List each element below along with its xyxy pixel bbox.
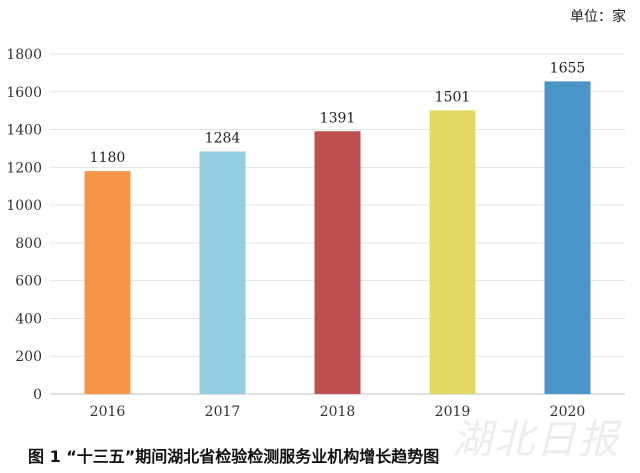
data-labels: 1180 1284 1391 1501 1655 <box>90 60 586 166</box>
bar-2017 <box>199 151 246 394</box>
x-tick-label-2019: 2019 <box>435 404 471 420</box>
bars <box>84 81 591 394</box>
x-tick-label-2020: 2020 <box>550 404 586 420</box>
y-tick-label: 400 <box>15 311 42 327</box>
x-tick-label-2017: 2017 <box>205 404 241 420</box>
data-label-2018: 1391 <box>320 110 356 126</box>
data-label-2019: 1501 <box>435 89 471 105</box>
y-axis-ticks: 0 200 400 600 800 1000 1200 1400 1600 1800 <box>6 47 42 403</box>
bar-2019 <box>429 110 476 394</box>
y-tick-label: 200 <box>15 349 42 365</box>
figure-caption: 图 1 “十三五”期间湖北省检验检测服务业机构增长趋势图 <box>28 447 440 466</box>
y-tick-label: 1200 <box>6 160 42 176</box>
bar-2016 <box>84 171 131 394</box>
bar-2020 <box>544 81 591 394</box>
data-label-2016: 1180 <box>90 150 126 166</box>
y-tick-label: 600 <box>15 274 42 290</box>
bar-2018 <box>314 131 361 394</box>
unit-label: 单位：家 <box>570 9 626 25</box>
y-tick-label: 0 <box>33 387 42 403</box>
y-tick-label: 1600 <box>6 85 42 101</box>
y-tick-label: 800 <box>15 236 42 252</box>
y-tick-label: 1400 <box>6 123 42 139</box>
y-tick-label: 1800 <box>6 47 42 63</box>
x-tick-label-2018: 2018 <box>320 404 356 420</box>
x-tick-label-2016: 2016 <box>90 404 126 420</box>
y-tick-label: 1000 <box>6 198 42 214</box>
data-label-2017: 1284 <box>205 130 241 146</box>
x-axis-ticks: 2016 2017 2018 2019 2020 <box>90 404 586 420</box>
data-label-2020: 1655 <box>550 60 586 76</box>
